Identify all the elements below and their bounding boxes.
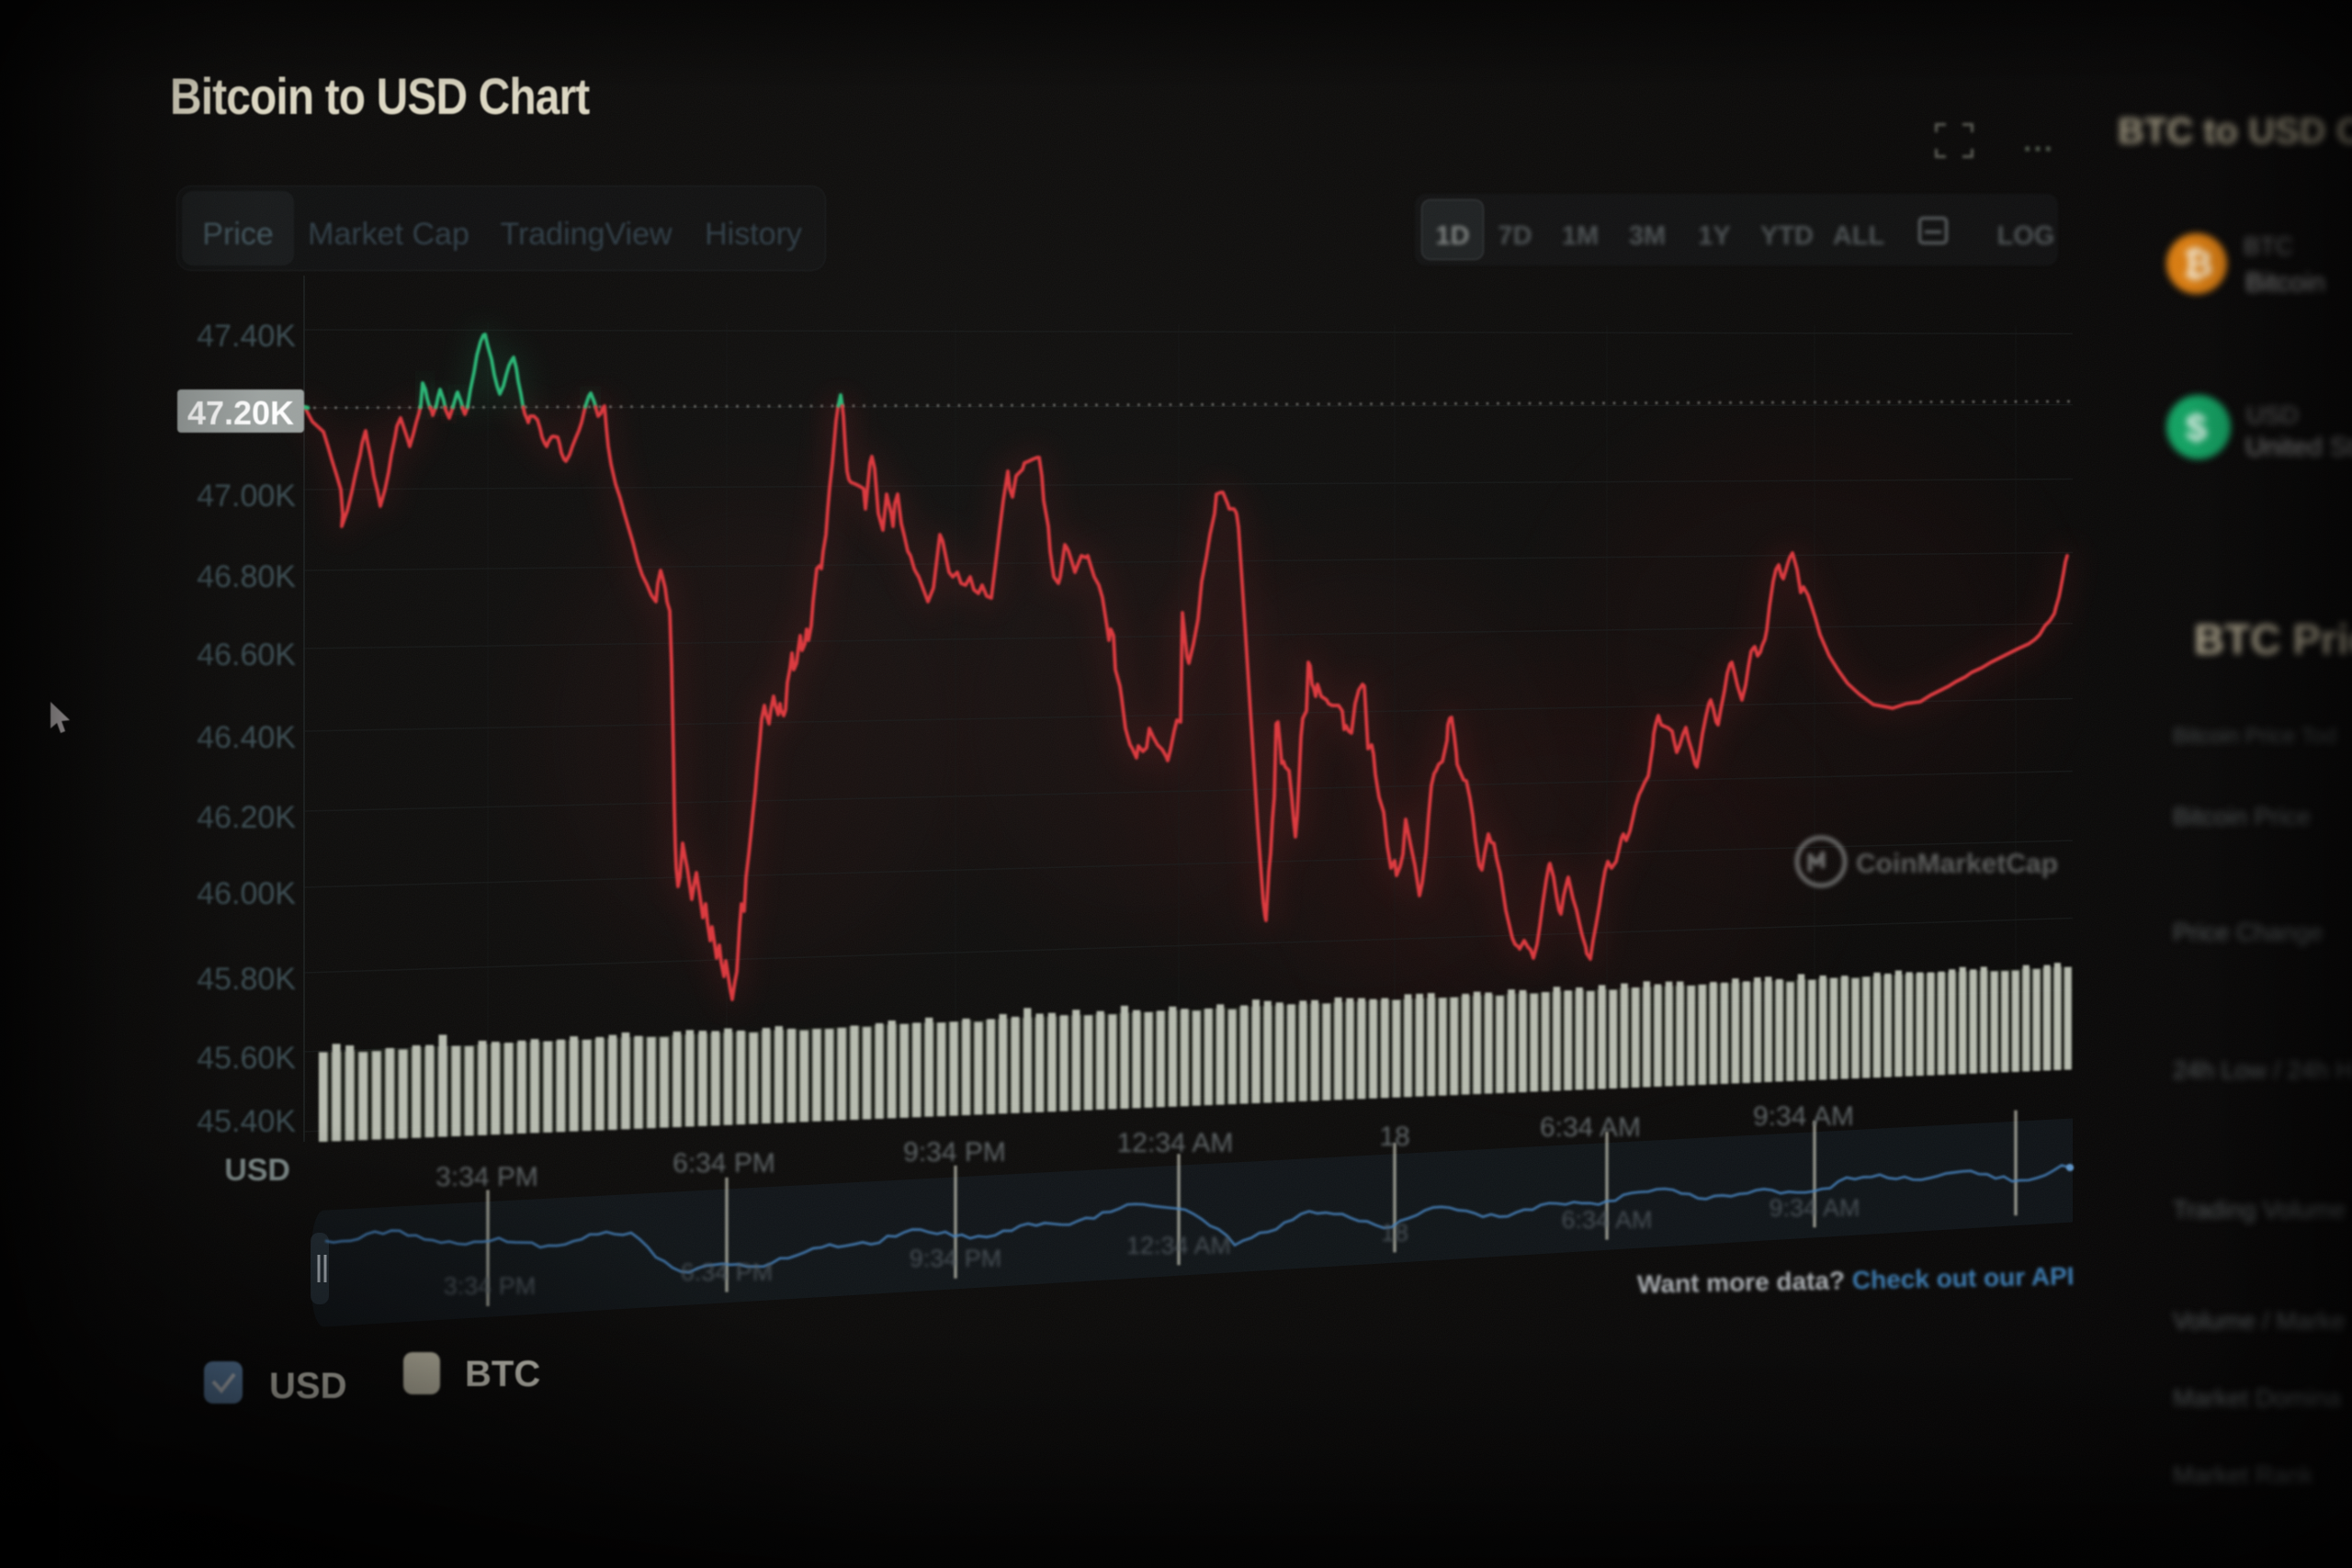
svg-text:CoinMarketCap: CoinMarketCap	[1856, 849, 2058, 879]
